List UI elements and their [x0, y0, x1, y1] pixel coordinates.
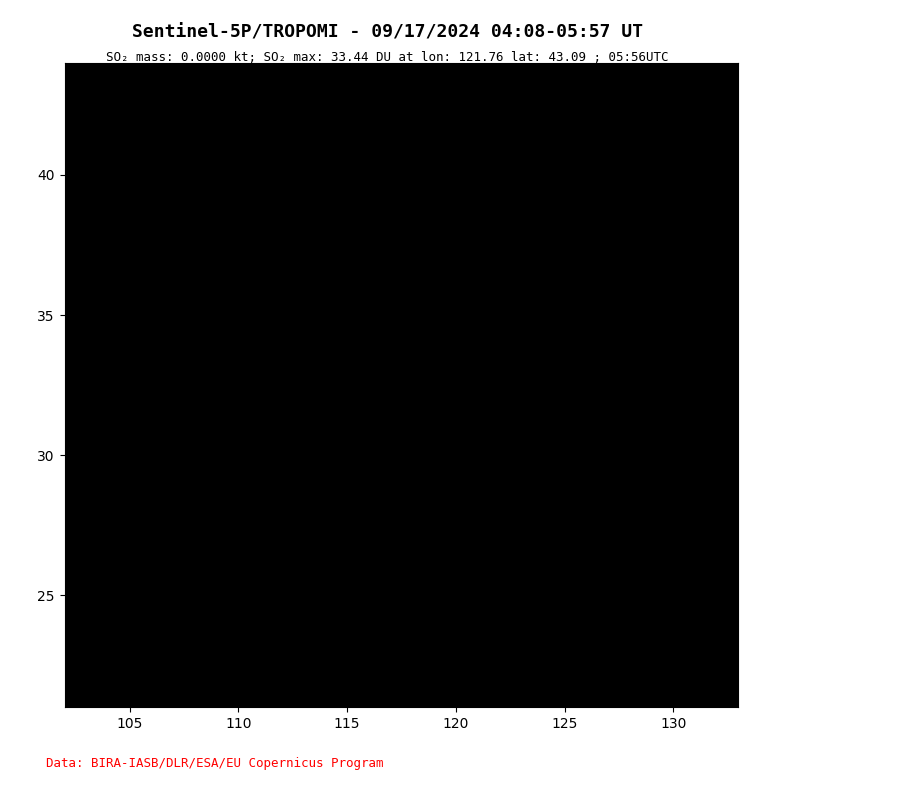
Text: Data: BIRA-IASB/DLR/ESA/EU Copernicus Program: Data: BIRA-IASB/DLR/ESA/EU Copernicus Pr…	[46, 757, 384, 770]
Text: SO₂ mass: 0.0000 kt; SO₂ max: 33.44 DU at lon: 121.76 lat: 43.09 ; 05:56UTC: SO₂ mass: 0.0000 kt; SO₂ max: 33.44 DU a…	[106, 51, 669, 64]
Text: Sentinel-5P/TROPOMI - 09/17/2024 04:08-05:57 UT: Sentinel-5P/TROPOMI - 09/17/2024 04:08-0…	[132, 24, 643, 42]
